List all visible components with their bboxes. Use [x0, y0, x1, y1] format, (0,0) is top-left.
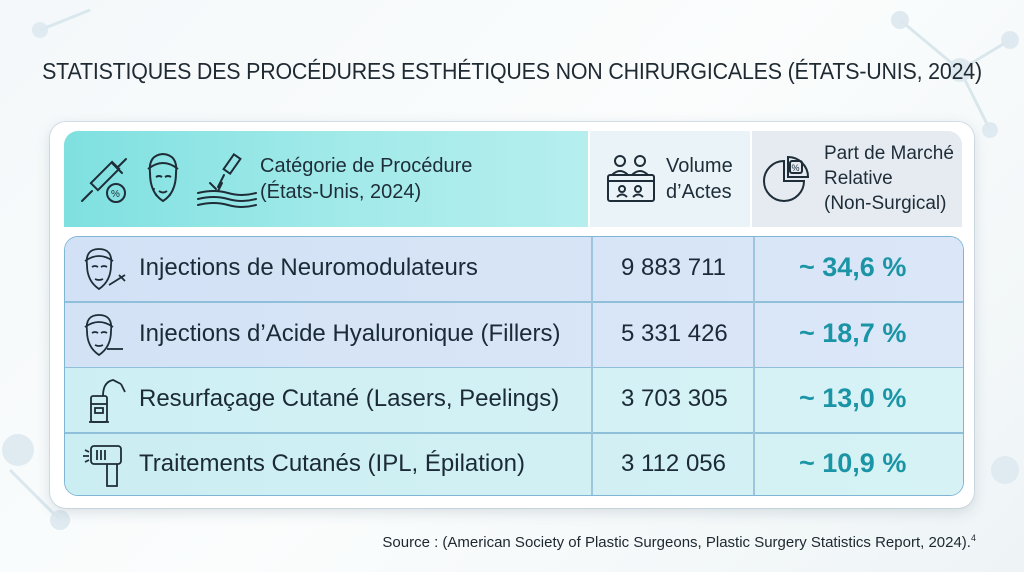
laser-device-icon: [89, 379, 126, 423]
row-volume: 9 883 711: [621, 254, 726, 281]
table-row: Injections de Neuromodulateurs 9 883 711…: [65, 237, 963, 301]
office-desk-people-icon: [607, 155, 655, 202]
column-divider: [753, 237, 755, 495]
face-filler-icon: [84, 313, 123, 356]
page-title: STATISTIQUES DES PROCÉDURES ESTHÉTIQUES …: [42, 58, 982, 84]
row-volume: 3 112 056: [621, 449, 726, 477]
svg-text:%: %: [792, 163, 800, 173]
row-volume: 3 703 305: [621, 385, 728, 412]
table-row: Injections d’Acide Hyaluronique (Fillers…: [65, 302, 963, 367]
svg-text:%: %: [111, 189, 120, 200]
row-divider: [65, 301, 963, 303]
header-volume-label: Volume d’Actes: [666, 155, 733, 203]
face-injection-icon: [84, 248, 126, 291]
header-category-cell: % Catégorie de Procédure (États-Unis, 20…: [64, 131, 588, 227]
row-share: ~ 34,6 %: [799, 252, 907, 282]
row-divider: [65, 366, 963, 368]
source-citation: Source : (American Society of Plastic Su…: [382, 533, 976, 551]
row-label: Injections d’Acide Hyaluronique (Fillers…: [139, 319, 561, 347]
row-volume: 5 331 426: [621, 319, 728, 347]
procedure-table: Injections de Neuromodulateurs 9 883 711…: [64, 236, 964, 496]
column-divider: [591, 237, 593, 495]
source-footnote-ref: 4: [970, 533, 976, 543]
header-share-cell: % Part de Marché Relative (Non-Surgical): [752, 131, 962, 227]
face-outline-icon: [147, 152, 179, 203]
table-row: Traitements Cutanés (IPL, Épilation) 3 1…: [65, 433, 963, 495]
syringe-icon: %: [81, 158, 127, 203]
pie-chart-percent-icon: %: [763, 155, 810, 202]
ipl-device-icon: [83, 444, 122, 487]
laser-skin-icon: [197, 152, 257, 208]
row-share: ~ 18,7 %: [799, 317, 907, 348]
row-label: Traitements Cutanés (IPL, Épilation): [139, 449, 525, 477]
header-volume-cell: Volume d’Actes: [590, 131, 750, 227]
header-share-label: Part de Marché Relative (Non-Surgical): [824, 143, 954, 214]
row-share: ~ 10,9 %: [799, 447, 907, 478]
row-divider: [65, 432, 963, 434]
row-label: Resurfaçage Cutané (Lasers, Peelings): [139, 385, 560, 412]
row-share: ~ 13,0 %: [799, 383, 907, 413]
header-category-label: Catégorie de Procédure (États-Unis, 2024…: [260, 155, 473, 203]
row-label: Injections de Neuromodulateurs: [139, 254, 478, 281]
table-row: Resurfaçage Cutané (Lasers, Peelings) 3 …: [65, 368, 963, 432]
